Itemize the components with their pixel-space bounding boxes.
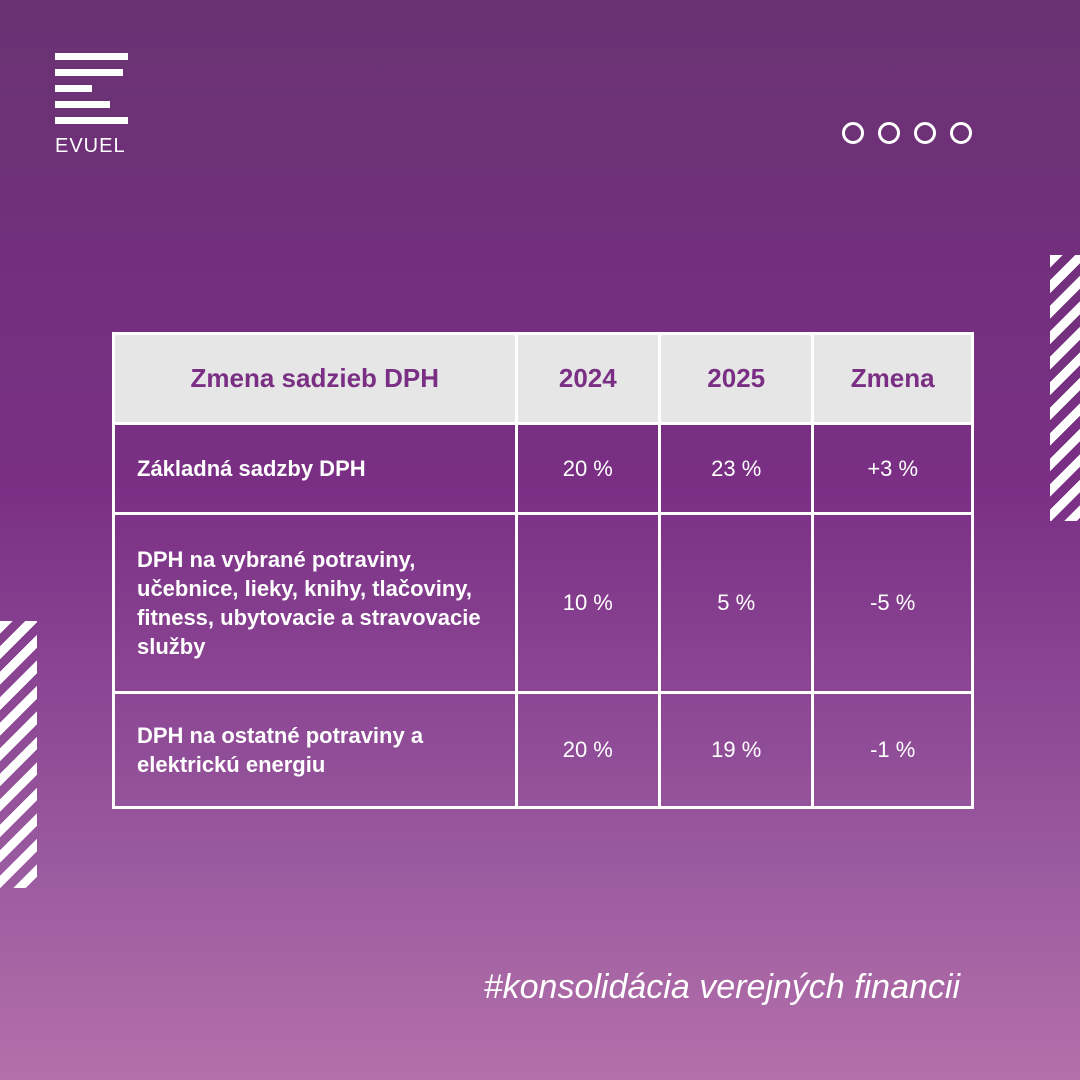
logo-bar — [55, 85, 92, 92]
table-row: Základná sadzby DPH 20 % 23 % +3 % — [112, 422, 974, 515]
cell: 19 % — [658, 691, 815, 809]
header-cell: Zmena — [811, 332, 974, 425]
dot — [878, 122, 900, 144]
logo: EVUEL — [55, 53, 135, 163]
cell: 20 % — [514, 691, 662, 809]
dot — [950, 122, 972, 144]
logo-bar — [55, 101, 110, 108]
row-label: Základná sadzby DPH — [112, 422, 518, 515]
logo-bar — [55, 69, 123, 76]
cell: -5 % — [811, 512, 974, 694]
cell: 5 % — [658, 512, 815, 694]
pager-dots — [842, 122, 972, 144]
header-cell: 2024 — [514, 332, 662, 425]
logo-text: EVUEL — [55, 135, 126, 157]
table-row: DPH na vybrané potraviny, učebnice, liek… — [112, 512, 974, 694]
dot — [914, 122, 936, 144]
table-row: DPH na ostatné potraviny a elektrickú en… — [112, 691, 974, 809]
cell: 20 % — [514, 422, 662, 515]
hashtag: #konsolidácia verejných financii — [483, 968, 960, 1006]
dot — [842, 122, 864, 144]
header-row: Zmena sadzieb DPH 2024 2025 Zmena — [112, 332, 974, 425]
cell: +3 % — [811, 422, 974, 515]
logo-bar — [55, 117, 128, 124]
decor-stripes — [0, 621, 37, 888]
decor-stripes — [1050, 255, 1080, 521]
row-label: DPH na vybrané potraviny, učebnice, liek… — [112, 512, 518, 694]
cell: 23 % — [658, 422, 815, 515]
cell: -1 % — [811, 691, 974, 809]
cell: 10 % — [514, 512, 662, 694]
header-cell: 2025 — [658, 332, 815, 425]
row-label: DPH na ostatné potraviny a elektrickú en… — [112, 691, 518, 809]
logo-bar — [55, 53, 128, 60]
header-cell: Zmena sadzieb DPH — [112, 332, 518, 425]
vat-table: Zmena sadzieb DPH 2024 2025 Zmena Základná … — [112, 332, 974, 809]
